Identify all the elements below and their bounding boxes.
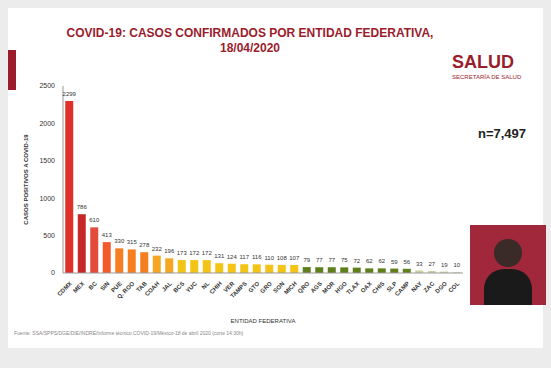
svg-text:COL: COL [447,280,460,293]
svg-text:TAB: TAB [135,280,148,294]
svg-text:500: 500 [43,232,55,239]
svg-text:SIN: SIN [99,280,110,291]
svg-text:COAH: COAH [144,280,161,297]
svg-text:610: 610 [89,217,100,223]
svg-text:117: 117 [239,254,249,260]
svg-text:62: 62 [366,258,373,264]
svg-text:VER: VER [222,280,236,294]
svg-text:MICH: MICH [283,280,298,295]
svg-text:TAMPS: TAMPS [229,280,248,299]
svg-text:108: 108 [277,255,288,261]
svg-text:TLAX: TLAX [345,280,360,295]
svg-text:0: 0 [51,269,55,276]
html-text:COVID-19: CASOS CONFIRMADOS PO: COVID-19: CASOS CONFIRMADOS POR ENTIDAD … [66,26,434,55]
svg-text:1500: 1500 [39,157,55,164]
html-text:SALUD: SALUD [452,52,514,72]
svg-text:BCS: BCS [172,280,185,293]
svg-text:330: 330 [114,238,125,244]
svg-text:DGO: DGO [434,280,448,294]
svg-text:124: 124 [227,254,238,260]
svg-text:131: 131 [214,253,225,259]
svg-text:77: 77 [328,257,335,263]
svg-text:27: 27 [428,261,435,267]
svg-text:JAL: JAL [161,280,173,292]
svg-text:77: 77 [316,257,323,263]
svg-text:HGO: HGO [334,280,348,295]
svg-text:CHIH: CHIH [208,280,223,295]
svg-text:107: 107 [289,255,300,261]
svg-text:2000: 2000 [39,120,55,127]
svg-text:YUC: YUC [185,280,199,294]
svg-text:NL: NL [200,280,211,291]
svg-text:56: 56 [403,259,410,265]
svg-text:Q. ROO: Q. ROO [116,280,136,300]
svg-text:232: 232 [152,246,163,252]
svg-text:CHIS: CHIS [371,280,385,294]
svg-text:315: 315 [127,239,138,245]
svg-text:59: 59 [391,259,398,265]
svg-text:CASOS POSITIVOS A COVID-19: CASOS POSITIVOS A COVID-19 [23,134,29,225]
svg-text:172: 172 [202,250,213,256]
svg-text:OAX: OAX [360,280,373,293]
svg-text:19: 19 [441,262,448,268]
svg-text:AGS: AGS [310,280,323,293]
svg-text:CAMP: CAMP [394,280,411,297]
svg-text:196: 196 [164,248,175,254]
svg-text:ZAC: ZAC [422,280,435,293]
svg-text:278: 278 [139,242,150,248]
svg-text:413: 413 [102,232,113,238]
html-text:n=7,497: n=7,497 [478,126,527,141]
svg-text:MOR: MOR [321,280,336,295]
svg-text:786: 786 [77,204,88,210]
svg-text:62: 62 [378,258,385,264]
svg-text:116: 116 [252,254,262,260]
svg-text:SLP: SLP [385,280,398,293]
svg-text:173: 173 [177,250,188,256]
svg-text:10: 10 [453,262,460,268]
svg-text:1000: 1000 [39,195,55,202]
svg-text:2500: 2500 [39,82,55,89]
svg-text:MEX: MEX [72,280,85,293]
svg-text:BC: BC [88,280,99,291]
html-text:Fuente: SSA/SPPS/DGE/DIE/INDRE: Fuente: SSA/SPPS/DGE/DIE/INDRE/Informe t… [14,330,244,336]
svg-text:SON: SON [272,280,286,294]
svg-text:79: 79 [303,257,310,263]
svg-text:GTO: GTO [247,280,261,294]
svg-text:110: 110 [264,255,274,261]
svg-text:PUE: PUE [110,280,123,294]
svg-text:75: 75 [341,257,348,263]
svg-text:ENTIDAD FEDERATIVA: ENTIDAD FEDERATIVA [231,318,296,324]
svg-text:CDMX: CDMX [56,280,73,297]
svg-text:QRO: QRO [297,280,311,294]
svg-text:172: 172 [189,250,200,256]
svg-text:NAY: NAY [410,280,423,293]
svg-text:72: 72 [353,258,360,264]
html-text:SECRETARÍA DE SALUD: SECRETARÍA DE SALUD [452,74,522,80]
svg-text:2299: 2299 [63,91,77,97]
svg-text:GRO: GRO [259,280,273,294]
svg-text:33: 33 [416,261,423,267]
